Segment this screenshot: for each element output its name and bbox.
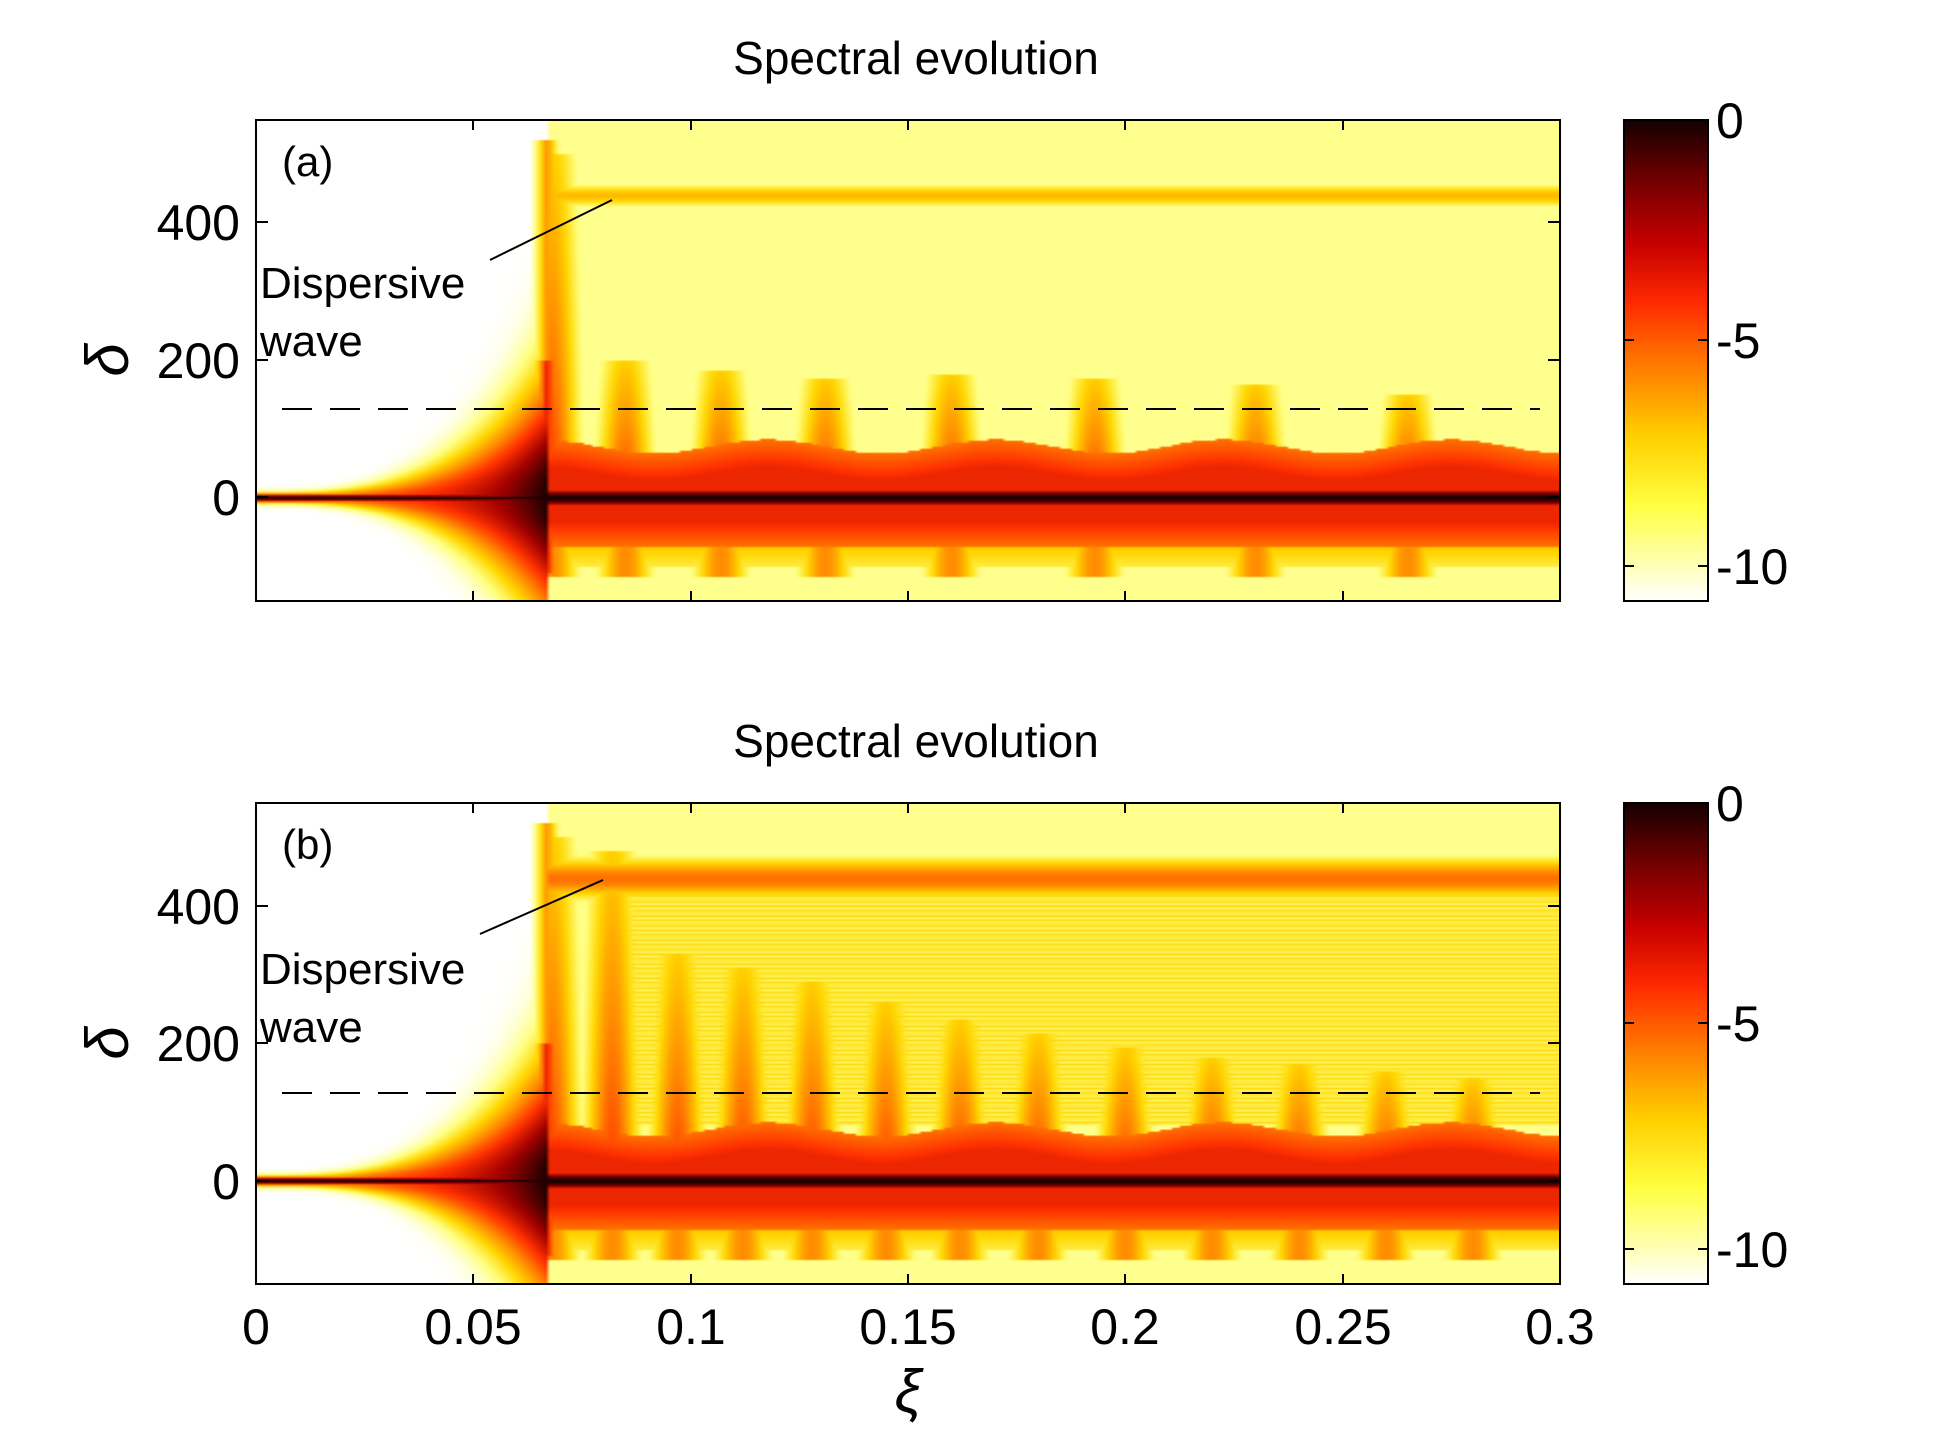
colorbar-a-tick-label: 0 — [1716, 93, 1744, 149]
panel-b: Spectral evolution 0 200 400 δ (b) Dispe… — [74, 715, 1595, 1425]
x-tick-label: 0.3 — [1525, 1299, 1595, 1355]
panel-a-ytick-label: 200 — [157, 333, 240, 389]
panel-b-ylabel: δ — [74, 1026, 141, 1060]
colorbar-a-gradient — [1623, 119, 1709, 602]
x-tick-label: 0.2 — [1090, 1299, 1160, 1355]
x-tick-label: 0.05 — [424, 1299, 521, 1355]
panel-a-heatmap-image — [256, 120, 1560, 601]
panel-a-title: Spectral evolution — [733, 32, 1099, 84]
panel-b-annotation-arrow — [479, 879, 604, 935]
colorbar-b-tick-label: -10 — [1716, 1222, 1788, 1278]
colorbar-a-tick-label: -10 — [1716, 539, 1788, 595]
panel-a-ytick-label: 0 — [212, 470, 240, 526]
x-tick-label: 0 — [242, 1299, 270, 1355]
panel-a: Spectral evolution 0 200 400 δ (a) Dispe… — [74, 32, 1561, 602]
panel-b-annotation-line1: Dispersive — [260, 945, 465, 994]
panel-a-ylabel: δ — [74, 343, 141, 377]
panel-a-ytick-label: 400 — [157, 195, 240, 251]
colorbar-b: 0 -5 -10 — [1623, 776, 1788, 1285]
panel-a-xticks — [472, 120, 1344, 601]
x-tick-label: 0.1 — [656, 1299, 726, 1355]
colorbar-b-gradient — [1623, 802, 1709, 1285]
panel-a-annotation-arrow — [489, 199, 613, 261]
panel-a-annotation-line1: Dispersive — [260, 259, 465, 308]
x-axis-label: ξ — [895, 1358, 925, 1425]
x-tick-labels: 0 0.05 0.1 0.15 0.2 0.25 0.3 — [242, 1299, 1595, 1355]
panel-b-heatmap-image — [256, 803, 1560, 1284]
panel-b-label: (b) — [282, 821, 333, 868]
panel-b-title: Spectral evolution — [733, 715, 1099, 767]
panel-b-annotation-line2: wave — [259, 1003, 363, 1052]
panel-a-annotation-line2: wave — [259, 317, 363, 366]
panel-b-heatmap — [256, 803, 1560, 1284]
panel-a-yticks — [256, 221, 1560, 498]
colorbar-b-tick-label: 0 — [1716, 776, 1744, 832]
x-tick-label: 0.25 — [1294, 1299, 1391, 1355]
panel-b-ytick-label: 0 — [212, 1154, 240, 1210]
colorbar-b-tick-label: -5 — [1716, 996, 1760, 1052]
panel-a-heatmap — [256, 120, 1560, 601]
panel-b-ytick-label: 200 — [157, 1016, 240, 1072]
colorbar-a-tick-label: -5 — [1716, 313, 1760, 369]
panel-b-xticks — [472, 803, 1344, 1284]
colorbar-a: 0 -5 -10 — [1623, 93, 1788, 602]
panel-b-yticks — [256, 905, 1560, 1182]
panel-b-ytick-label: 400 — [157, 879, 240, 935]
panel-a-label: (a) — [282, 138, 333, 185]
x-tick-label: 0.15 — [859, 1299, 956, 1355]
